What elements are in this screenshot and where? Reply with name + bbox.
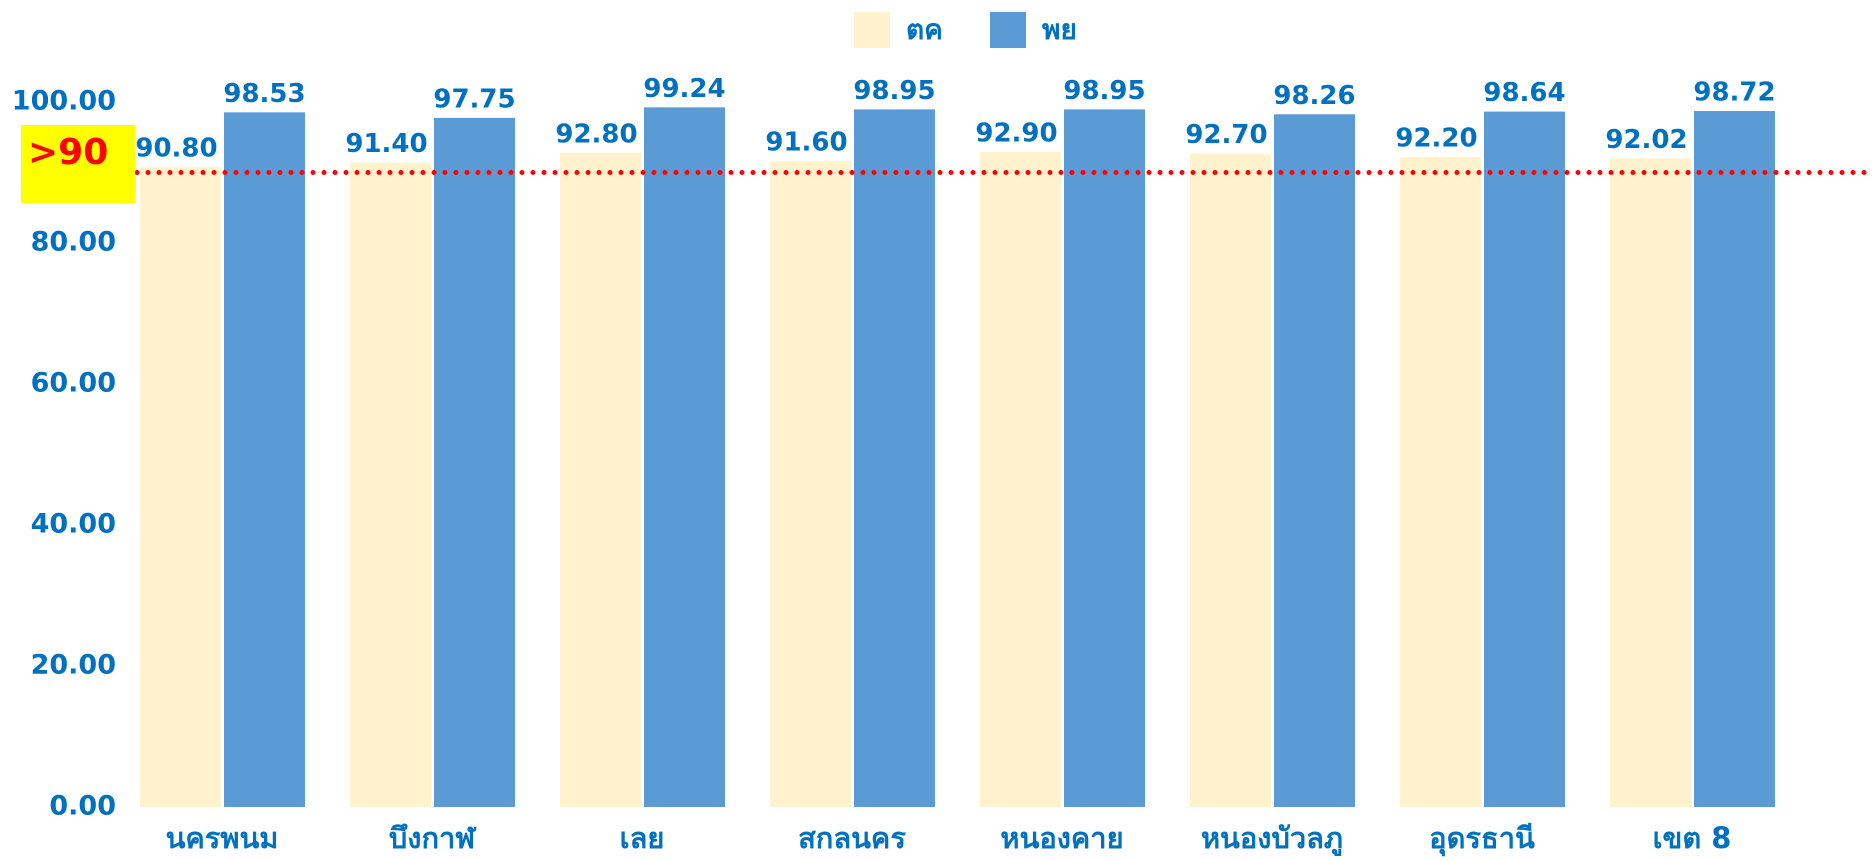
reference-label-box xyxy=(21,125,135,203)
data-label: 98.26 xyxy=(1273,81,1355,111)
data-label: 92.20 xyxy=(1395,123,1477,153)
bar xyxy=(350,162,431,807)
data-label: 98.53 xyxy=(223,79,305,109)
x-tick-label: เลย xyxy=(620,821,665,855)
bar xyxy=(1274,114,1355,808)
data-label: 92.02 xyxy=(1605,125,1687,155)
x-tick-label: นครพนม xyxy=(166,821,279,855)
data-label: 98.95 xyxy=(853,76,935,106)
legend-label: พย xyxy=(1042,13,1077,46)
x-tick-label: หนองคาย xyxy=(1000,821,1123,855)
data-label: 97.75 xyxy=(433,84,515,114)
legend-swatch xyxy=(854,12,890,48)
bar xyxy=(560,152,641,807)
data-label: 98.64 xyxy=(1483,78,1565,108)
bar xyxy=(1400,156,1481,808)
y-tick-label: 60.00 xyxy=(31,368,116,399)
bar xyxy=(224,112,305,807)
data-label: 90.80 xyxy=(135,133,217,163)
x-tick-label: หนองบัวลภู xyxy=(1201,821,1343,856)
data-label: 99.24 xyxy=(643,74,725,104)
y-tick-label: 100.00 xyxy=(12,86,116,117)
bar xyxy=(434,117,515,808)
data-label: 98.72 xyxy=(1693,78,1775,108)
bar xyxy=(1484,111,1565,807)
bar xyxy=(1190,153,1271,808)
x-tick-label: บึงกาฬ xyxy=(389,821,477,855)
bar xyxy=(1064,109,1145,808)
bar xyxy=(854,109,935,808)
legend-label: ตค xyxy=(906,13,943,46)
x-tick-label: อุดรธานี xyxy=(1429,821,1535,856)
data-label: 91.60 xyxy=(765,128,847,158)
x-tick-label: เขต 8 xyxy=(1653,821,1732,855)
bar xyxy=(1610,158,1691,807)
bar xyxy=(770,161,851,808)
legend-swatch xyxy=(990,12,1026,48)
y-tick-label: 20.00 xyxy=(31,650,116,681)
data-label: 98.95 xyxy=(1063,76,1145,106)
data-label: 92.80 xyxy=(555,119,637,149)
y-tick-label: 0.00 xyxy=(49,791,116,822)
data-label: 92.90 xyxy=(975,119,1057,149)
bar xyxy=(1694,111,1775,808)
x-tick-label: สกลนคร xyxy=(798,821,906,855)
bar xyxy=(980,152,1061,807)
y-tick-label: 40.00 xyxy=(31,509,116,540)
data-label: 92.70 xyxy=(1185,120,1267,150)
bar xyxy=(140,166,221,808)
reference-label: >90 xyxy=(28,132,108,173)
bar xyxy=(644,107,725,807)
y-tick-label: 80.00 xyxy=(31,227,116,258)
data-label: 91.40 xyxy=(345,129,427,159)
